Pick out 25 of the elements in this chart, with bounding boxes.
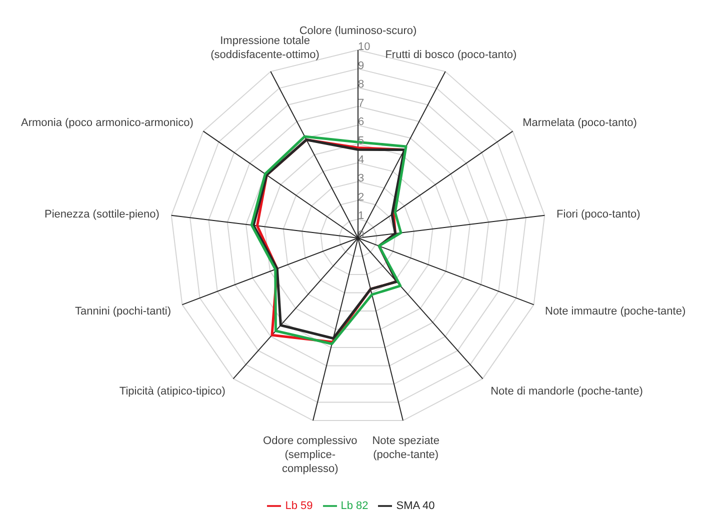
y-tick-label: 3 [358,172,364,185]
legend-label: Lb 59 [285,500,313,512]
spoke-label: Note speziate (poche-tante) [372,434,440,461]
y-tick-label: 1 [358,210,364,222]
spoke-label: Armonia (poco armonico-armonico) [20,117,194,130]
y-tick-label: 7 [358,97,364,110]
spoke-label: Marmelata (poco-tanto) [522,117,637,130]
spoke-label: Frutti di bosco (poco-tanto) [385,48,517,61]
y-tick-label: 6 [358,116,364,128]
y-tick-label: 8 [358,78,364,91]
spoke-label: Impressione totale (soddisfacente-ottimo) [210,34,320,61]
spoke-label: Note di mandorle (poche-tante) [490,386,643,398]
y-tick-label: 2 [358,191,364,204]
spoke-label: Odore complessivo (semplice-complesso) [263,434,358,475]
spoke-label: Pienezza (sottile-pieno) [44,208,160,220]
legend-label: SMA 40 [396,500,435,512]
y-tick-label: 0 [358,229,364,241]
spoke-label: Note immautre (poche-tante) [545,305,686,318]
spoke-label: Tipicità (atipico-tipico) [119,386,226,398]
y-tick-label: 9 [358,60,364,72]
spoke-label: Tannini (pochi-tanti) [74,305,171,318]
spoke-label: Fiori (poco-tanto) [556,208,640,220]
spoke-label: Colore (luminoso-scuro) [299,25,417,37]
y-tick-label: 10 [358,41,370,53]
legend-label: Lb 82 [340,500,368,512]
